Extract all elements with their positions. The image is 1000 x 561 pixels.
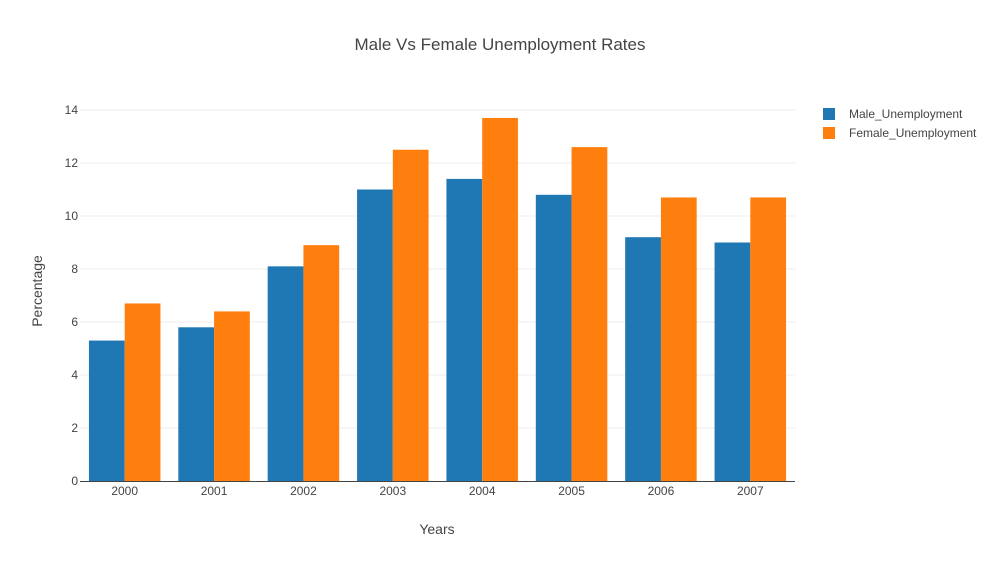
bars xyxy=(88,117,787,482)
bar-male-unemployment-2007 xyxy=(714,242,751,481)
bar-male-unemployment-2002 xyxy=(267,266,304,481)
x-tick-label: 2004 xyxy=(469,484,496,498)
y-tick-label: 12 xyxy=(65,156,79,170)
bar-male-unemployment-2005 xyxy=(535,194,572,482)
bar-male-unemployment-2006 xyxy=(625,237,661,481)
bar-male-unemployment-2001 xyxy=(178,327,215,481)
bar-male-unemployment-2004 xyxy=(446,178,483,481)
x-tick-label: 2001 xyxy=(201,484,228,498)
bar-female-unemployment-2002 xyxy=(303,245,340,481)
legend-swatch-female-unemployment xyxy=(823,127,835,139)
bar-female-unemployment-2005 xyxy=(571,147,608,481)
axes: 0 2 4 6 8 10 12 14 2000 2001 2002 2003 2004 2005 2006 2… xyxy=(65,103,795,498)
y-tick-label: 2 xyxy=(71,421,78,435)
x-tick-label: 2005 xyxy=(558,484,585,498)
x-tick-label: 2003 xyxy=(379,484,406,498)
x-tick-label: 2000 xyxy=(111,484,138,498)
bar-male-unemployment-2000 xyxy=(88,340,125,481)
bar-female-unemployment-2007 xyxy=(750,197,787,481)
bar-female-unemployment-2004 xyxy=(482,117,518,481)
y-tick-label: 0 xyxy=(71,474,78,488)
chart-title: Male Vs Female Unemployment Rates xyxy=(354,35,645,54)
legend-label: Male_Unemployment xyxy=(849,107,963,121)
y-tick-label: 8 xyxy=(71,262,78,276)
y-tick-label: 4 xyxy=(71,368,78,382)
x-tick-label: 2007 xyxy=(737,484,764,498)
legend-swatch-male-unemployment xyxy=(823,108,835,120)
bar-female-unemployment-2003 xyxy=(392,149,429,481)
y-axis-title: Percentage xyxy=(29,255,45,327)
x-axis-title: Years xyxy=(419,521,454,537)
x-tick-label: 2002 xyxy=(290,484,317,498)
bar-female-unemployment-2001 xyxy=(214,311,250,481)
x-tick-label: 2006 xyxy=(648,484,675,498)
y-tick-label: 14 xyxy=(65,103,79,117)
y-tick-label: 6 xyxy=(71,315,78,329)
y-tick-label: 10 xyxy=(65,209,79,223)
bar-male-unemployment-2003 xyxy=(357,189,393,481)
legend-label: Female_Unemployment xyxy=(849,126,977,140)
bar-female-unemployment-2006 xyxy=(660,197,697,481)
legend: Male_Unemployment Female_Unemployment xyxy=(823,107,977,140)
bar-female-unemployment-2000 xyxy=(124,303,161,481)
